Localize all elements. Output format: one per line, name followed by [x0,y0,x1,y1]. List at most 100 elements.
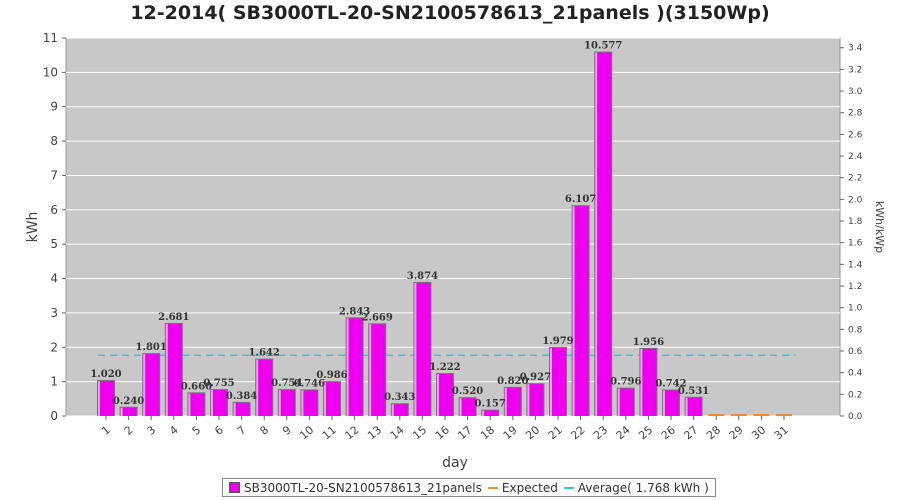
bar-highlight [595,52,598,416]
x-tick-label: 15 [410,423,429,442]
x-tick-label: 30 [749,423,768,442]
y-axis-right: 0.0 0.2 0.4 0.6 0.8 1.0 1.2 1.4 1.6 1.8 2.0 2.2 2.4 2… [840,44,863,422]
legend-swatch-expected [487,486,498,489]
y2-tick-label: 3.2 [848,65,862,75]
x-axis-label: day [442,455,468,471]
legend-swatch-production [229,482,240,493]
data-label: 2.669 [362,312,393,323]
bar [504,387,521,416]
y2-tick-label: 2.0 [848,195,863,205]
bar [369,324,386,416]
x-tick-label: 2 [122,423,136,437]
y-tick-label: 4 [50,272,58,286]
y-axis-left: 0 1 2 3 4 5 6 7 8 9 10 11 [43,31,66,423]
bar [391,404,408,416]
bar-highlight [617,388,620,416]
bar-highlight [278,390,281,416]
data-label: 0.746 [294,378,325,389]
bar [437,374,453,416]
y-axis-label: kWh [25,212,41,243]
y2-tick-label: 1.4 [848,260,863,270]
data-label: 0.796 [610,377,641,388]
y-tick-label: 8 [50,134,58,148]
y2-tick-label: 2.2 [848,174,862,184]
y-tick-label: 3 [50,306,58,320]
data-label: 1.956 [633,337,664,348]
x-tick-label: 16 [433,423,452,442]
bar [233,402,250,416]
legend-item-production: SB3000TL-20-SN2100578613_21panels [229,481,482,495]
x-tick-label: 26 [659,423,678,442]
bar [211,390,227,416]
x-tick-label: 31 [772,423,791,442]
bar-highlight [369,324,372,416]
bar-highlight [459,398,462,416]
data-label: 0.343 [384,392,415,403]
data-label: 0.157 [475,399,506,410]
y2-tick-label: 1.6 [848,239,863,249]
bar-highlight [188,393,191,416]
x-tick-label: 17 [455,423,474,442]
bar-highlight [211,390,213,416]
bar [165,323,182,416]
legend: SB3000TL-20-SN2100578613_21panels Expect… [222,478,716,497]
bar [143,354,160,416]
y2-tick-label: 0.4 [848,369,863,379]
bar-highlight [165,323,168,416]
x-tick-label: 10 [297,423,316,442]
legend-item-average: Average( 1.768 kWh ) [563,481,709,495]
x-tick-label: 7 [235,423,249,437]
x-tick-label: 25 [636,423,655,442]
bars-layer [97,51,792,416]
y2-tick-label: 3.0 [848,87,863,97]
data-label: 1.801 [136,342,167,353]
y2-tick-label: 1.2 [848,282,862,292]
bar [346,318,363,416]
y2-tick-label: 3.4 [848,44,863,54]
bar [120,407,137,416]
data-label: 0.755 [203,378,234,389]
x-tick-label: 9 [280,423,294,437]
plot-area [65,37,841,417]
x-tick-label: 22 [568,423,587,442]
data-label: 0.384 [226,391,257,402]
legend-label-expected: Expected [501,480,558,495]
bar-highlight [550,347,552,416]
bar-highlight [572,206,575,416]
bar [278,390,295,416]
legend-swatch-average [563,486,574,489]
y2-axis-label: kWh/kWp [873,201,886,253]
y2-tick-label: 0.0 [848,412,863,422]
data-label: 1.642 [249,348,280,359]
data-label: 0.520 [452,386,483,397]
y-tick-label: 6 [50,203,58,217]
y2-tick-label: 0.2 [848,390,862,400]
x-tick-label: 21 [546,423,565,442]
data-label: 1.020 [90,369,121,380]
bar-highlight [256,359,259,416]
x-tick-label: 8 [257,423,271,437]
x-tick-label: 3 [144,423,158,437]
data-label: 0.742 [655,379,686,390]
y-tick-label: 7 [50,168,58,182]
y-tick-label: 2 [50,340,58,354]
bar-highlight [482,410,485,416]
data-label: 1.222 [429,362,460,373]
bar [595,52,612,416]
data-label: 10.577 [584,41,622,52]
x-tick-label: 24 [614,423,633,442]
y2-tick-label: 1.8 [848,217,863,227]
x-tick-label: 5 [190,423,204,437]
data-label: 6.107 [565,194,596,205]
bar-highlight [120,407,123,416]
y2-tick-label: 2.6 [848,130,863,140]
x-tick-label: 27 [681,423,700,442]
x-tick-label: 12 [342,423,361,442]
grid-layer [66,37,840,417]
bar [617,388,634,416]
y2-tick-label: 0.8 [848,325,863,335]
data-label: 1.979 [542,336,573,347]
bar [640,348,657,416]
